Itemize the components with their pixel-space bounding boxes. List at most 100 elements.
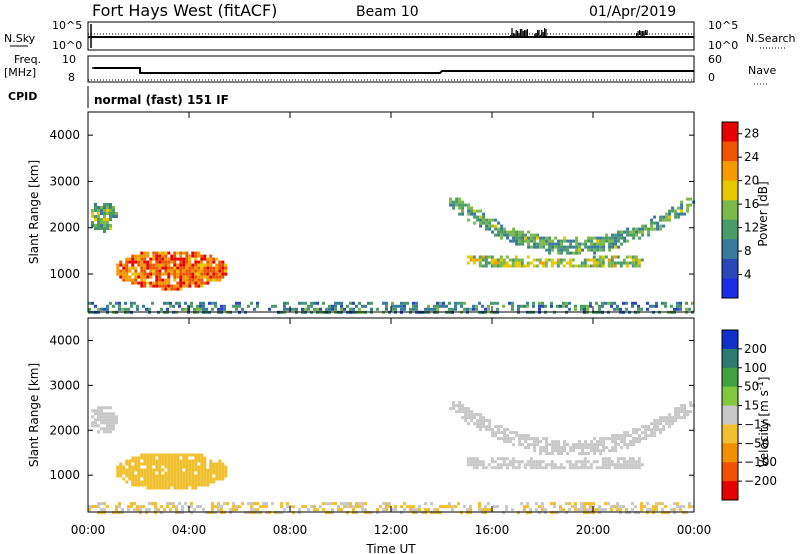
heatmap-cell <box>616 255 620 259</box>
heatmap-cell <box>158 480 162 484</box>
heatmap-cell <box>218 477 222 481</box>
heatmap-cell <box>589 502 592 506</box>
heatmap-cell <box>200 257 204 261</box>
heatmap-cell <box>503 227 507 231</box>
heatmap-cell <box>640 508 643 512</box>
heatmap-cell <box>355 502 358 506</box>
heatmap-cell <box>542 437 546 441</box>
heatmap-cell <box>182 251 186 255</box>
heatmap-cell <box>529 460 533 464</box>
heatmap-cell <box>155 251 159 255</box>
heatmap-cell <box>610 258 614 262</box>
heatmap-cell <box>674 209 678 213</box>
heatmap-cell <box>451 505 454 509</box>
heatmap-cell <box>466 508 469 512</box>
heatmap-cell <box>452 200 456 204</box>
heatmap-cell <box>485 428 489 432</box>
heatmap-cell <box>158 272 162 276</box>
heatmap-cell <box>478 505 481 509</box>
heatmap-cell <box>131 272 135 276</box>
heatmap-cell <box>634 511 637 515</box>
heatmap-cell <box>137 275 141 279</box>
heatmap-cell <box>640 463 644 467</box>
heatmap-cell <box>271 502 274 506</box>
heatmap-cell <box>424 307 427 311</box>
heatmap-cell <box>100 224 103 227</box>
heatmap-cell <box>655 301 658 305</box>
heatmap-cell <box>119 465 123 469</box>
heatmap-cell <box>662 419 666 423</box>
heatmap-cell <box>541 466 545 470</box>
heatmap-cell <box>164 260 168 264</box>
x-tick-label: 00:00 <box>71 523 106 537</box>
heatmap-cell <box>140 254 144 258</box>
heatmap-cell <box>206 269 210 273</box>
heatmap-cell <box>635 428 639 432</box>
heatmap-cell <box>638 434 642 438</box>
heatmap-cell <box>542 449 546 453</box>
heatmap-cell <box>161 266 165 270</box>
heatmap-cell <box>517 304 520 308</box>
heatmap-cell <box>91 215 94 218</box>
heatmap-cell <box>610 264 614 268</box>
heatmap-cell <box>463 301 466 305</box>
nsky-burst-bar <box>542 32 544 37</box>
heatmap-cell <box>325 511 328 515</box>
heatmap-cell <box>206 278 210 282</box>
heatmap-cell <box>554 242 558 246</box>
heatmap-cell <box>176 474 180 478</box>
heatmap-cell <box>361 508 364 512</box>
heatmap-cell <box>623 434 627 438</box>
heatmap-cell <box>487 304 490 308</box>
heatmap-cell <box>212 468 216 472</box>
heatmap-cell <box>481 255 485 259</box>
heatmap-cell <box>253 511 256 515</box>
heatmap-cell <box>539 449 543 453</box>
heatmap-cell <box>152 257 156 261</box>
heatmap-cell <box>185 272 189 276</box>
heatmap-cell <box>479 218 483 222</box>
heatmap-cell <box>161 480 165 484</box>
heatmap-cell <box>530 437 534 441</box>
heatmap-cell <box>349 301 352 305</box>
heatmap-cell <box>137 483 141 487</box>
heatmap-cell <box>439 505 442 509</box>
heatmap-cell <box>143 263 147 267</box>
heatmap-cell <box>544 264 548 268</box>
heatmap-cell <box>181 505 184 509</box>
heatmap-cell <box>455 404 459 408</box>
heatmap-cell <box>619 264 623 268</box>
heatmap-cell <box>185 281 189 285</box>
heatmap-cell <box>659 227 663 231</box>
heatmap-cell <box>103 230 106 233</box>
heatmap-cell <box>572 239 576 243</box>
heatmap-cell <box>616 460 620 464</box>
heatmap-cell <box>583 508 586 512</box>
heatmap-cell <box>200 465 204 469</box>
heatmap-cell <box>179 260 183 264</box>
heatmap-cell <box>589 264 593 268</box>
heatmap-cell <box>521 230 525 234</box>
heatmap-cell <box>493 301 496 305</box>
heatmap-cell <box>167 266 171 270</box>
heatmap-cell <box>286 307 289 311</box>
heatmap-cell <box>364 511 367 515</box>
heatmap-cell <box>203 471 207 475</box>
heatmap-cell <box>208 301 211 305</box>
heatmap-cell <box>146 459 150 463</box>
heatmap-cell <box>628 255 632 259</box>
heatmap-cell <box>620 230 624 234</box>
heatmap-cell <box>125 275 129 279</box>
nsky-burst-bar <box>526 29 528 37</box>
heatmap-cell <box>632 431 636 435</box>
heatmap-cell <box>436 307 439 311</box>
heatmap-cell <box>490 460 494 464</box>
heatmap-cell <box>185 462 189 466</box>
colorbar-segment <box>722 180 738 201</box>
heatmap-cell <box>497 431 501 435</box>
heatmap-cell <box>469 463 473 467</box>
heatmap-cell <box>602 239 606 243</box>
heatmap-cell <box>194 251 198 255</box>
heatmap-cell <box>224 263 228 267</box>
nsearch-tick-top: 10^5 <box>708 19 738 32</box>
